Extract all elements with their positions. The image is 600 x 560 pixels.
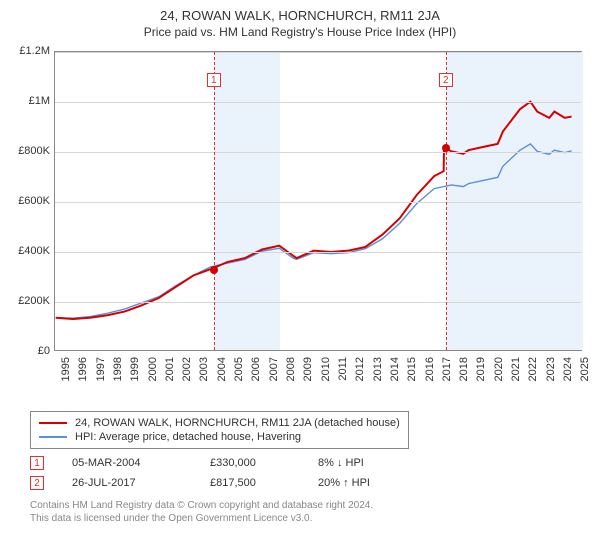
x-tick-label: 2008	[285, 357, 297, 397]
x-tick-label: 2006	[250, 357, 262, 397]
marker-dot	[210, 266, 218, 274]
transaction-date: 26-JUL-2017	[72, 477, 182, 489]
transactions-list: 1 05-MAR-2004 £330,000 8% ↓ HPI 2 26-JUL-2017…	[30, 453, 592, 493]
x-tick-label: 2018	[458, 357, 470, 397]
x-tick-label: 2005	[233, 357, 245, 397]
x-tick-label: 2015	[406, 357, 418, 397]
legend-row: 24, ROWAN WALK, HORNCHURCH, RM11 2JA (de…	[39, 416, 400, 430]
legend-label: 24, ROWAN WALK, HORNCHURCH, RM11 2JA (de…	[75, 417, 400, 429]
transaction-index: 1	[30, 456, 44, 470]
y-tick-label: £400K	[8, 245, 50, 257]
x-tick-label: 2021	[510, 357, 522, 397]
gridline	[55, 302, 581, 303]
legend-label: HPI: Average price, detached house, Have…	[75, 431, 301, 443]
x-tick-label: 2023	[545, 357, 557, 397]
y-tick-label: £0	[8, 345, 50, 357]
chart-subtitle: Price paid vs. HM Land Registry's House …	[8, 25, 592, 39]
footer: Contains HM Land Registry data © Crown c…	[30, 499, 592, 525]
x-tick-label: 2016	[424, 357, 436, 397]
y-tick-label: £200K	[8, 295, 50, 307]
x-tick-label: 2025	[579, 357, 591, 397]
footer-line-2: This data is licensed under the Open Gov…	[30, 512, 592, 525]
x-tick-label: 2014	[389, 357, 401, 397]
plot-wrap: £0£200K£400K£600K£800K£1M£1.2M 12 199519…	[8, 45, 592, 405]
gridline	[55, 252, 581, 253]
transaction-price: £330,000	[210, 457, 290, 469]
x-tick-label: 2017	[441, 357, 453, 397]
y-tick-label: £600K	[8, 195, 50, 207]
legend-row: HPI: Average price, detached house, Have…	[39, 430, 400, 444]
y-tick-label: £1M	[8, 95, 50, 107]
transaction-row: 1 05-MAR-2004 £330,000 8% ↓ HPI	[30, 453, 592, 473]
x-tick-label: 2000	[147, 357, 159, 397]
x-tick-label: 1998	[112, 357, 124, 397]
x-tick-label: 2003	[198, 357, 210, 397]
x-tick-label: 2019	[475, 357, 487, 397]
marker-line	[446, 52, 447, 350]
gridline	[55, 52, 581, 53]
x-tick-label: 1999	[129, 357, 141, 397]
chart-container: 24, ROWAN WALK, HORNCHURCH, RM11 2JA Pri…	[8, 8, 592, 525]
transaction-date: 05-MAR-2004	[72, 457, 182, 469]
x-tick-label: 1997	[95, 357, 107, 397]
footer-line-1: Contains HM Land Registry data © Crown c…	[30, 499, 592, 512]
x-tick-label: 2009	[302, 357, 314, 397]
x-tick-label: 2024	[562, 357, 574, 397]
series-red	[56, 102, 572, 319]
transaction-index: 2	[30, 476, 44, 490]
x-tick-label: 2001	[164, 357, 176, 397]
marker-box: 2	[439, 73, 453, 87]
gridline	[55, 202, 581, 203]
chart-title: 24, ROWAN WALK, HORNCHURCH, RM11 2JA	[8, 8, 592, 23]
series-blue	[56, 144, 572, 318]
marker-box: 1	[207, 73, 221, 87]
plot-area: 12	[54, 51, 582, 351]
transaction-price: £817,500	[210, 477, 290, 489]
x-tick-label: 2022	[527, 357, 539, 397]
x-tick-label: 2002	[181, 357, 193, 397]
transaction-diff: 8% ↓ HPI	[318, 457, 428, 469]
x-tick-label: 2013	[372, 357, 384, 397]
legend-swatch	[39, 422, 67, 424]
transaction-diff: 20% ↑ HPI	[318, 477, 428, 489]
x-tick-label: 2010	[320, 357, 332, 397]
x-tick-label: 1996	[77, 357, 89, 397]
x-tick-label: 2012	[354, 357, 366, 397]
y-tick-label: £1.2M	[8, 45, 50, 57]
x-tick-label: 2020	[493, 357, 505, 397]
gridline	[55, 102, 581, 103]
legend-swatch	[39, 436, 67, 437]
x-tick-label: 2004	[216, 357, 228, 397]
y-tick-label: £800K	[8, 145, 50, 157]
marker-dot	[442, 144, 450, 152]
transaction-row: 2 26-JUL-2017 £817,500 20% ↑ HPI	[30, 473, 592, 493]
legend: 24, ROWAN WALK, HORNCHURCH, RM11 2JA (de…	[30, 411, 409, 449]
x-tick-label: 2007	[268, 357, 280, 397]
chart-lines	[55, 52, 581, 350]
x-tick-label: 1995	[60, 357, 72, 397]
gridline	[55, 152, 581, 153]
x-tick-label: 2011	[337, 357, 349, 397]
marker-line	[214, 52, 215, 350]
